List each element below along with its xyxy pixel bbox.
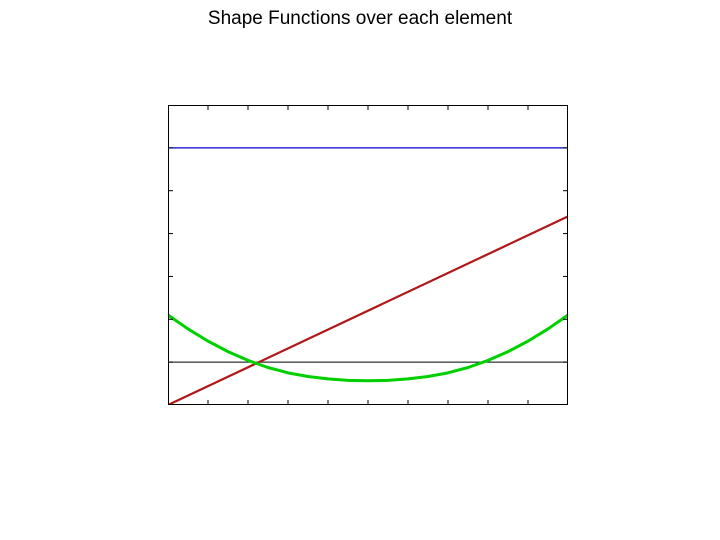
chart-title: Shape Functions over each element: [0, 8, 720, 30]
plot-area: [168, 105, 568, 405]
page: Shape Functions over each element: [0, 0, 720, 540]
plot-svg: [168, 105, 568, 405]
